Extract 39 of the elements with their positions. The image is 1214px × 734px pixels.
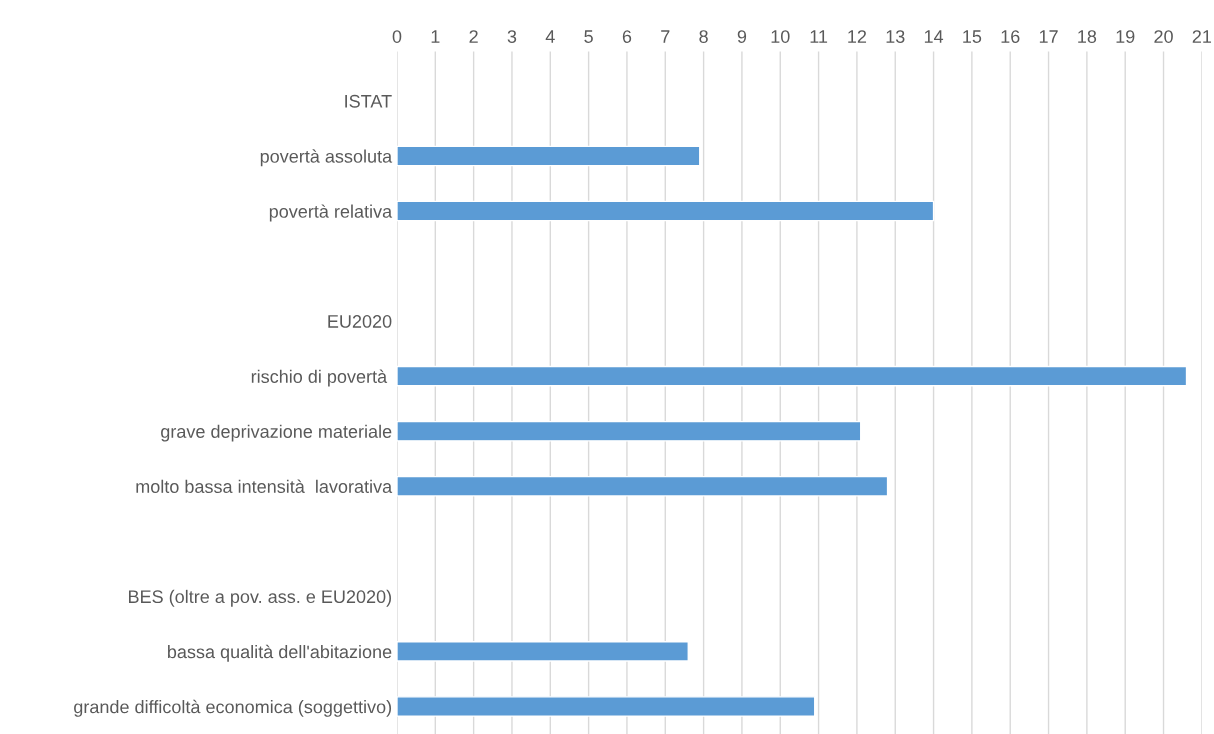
- x-tick-label: 14: [924, 30, 944, 43]
- x-tick-label: 0: [392, 30, 402, 43]
- y-tick-label: ISTAT: [345, 94, 392, 108]
- x-tick-label: 21: [1192, 30, 1212, 43]
- x-tick-label: 5: [584, 30, 593, 43]
- x-tick-label: 20: [1154, 30, 1173, 43]
- y-tick-label: povertà assoluta: [260, 149, 393, 167]
- y-tick-label: grave deprivazione materiale: [161, 424, 392, 442]
- bar: [396, 420, 862, 442]
- bar: [396, 145, 701, 167]
- x-tick-label: 16: [1001, 30, 1020, 43]
- y-tick-label: povertà relativa: [269, 204, 393, 222]
- bar: [396, 200, 935, 222]
- x-tick-label: 4: [545, 30, 555, 43]
- x-tick-label: 10: [771, 30, 790, 43]
- x-tick-label: 9: [737, 30, 747, 43]
- x-tick-label: 7: [661, 30, 670, 43]
- y-tick-label: grande difficoltà economica (soggettivo): [74, 699, 392, 717]
- x-tick-label: 18: [1078, 30, 1097, 43]
- x-tick-label: 19: [1116, 30, 1135, 43]
- x-tick-label: 15: [963, 30, 982, 43]
- x-tick-label: 17: [1039, 30, 1058, 43]
- x-tick-label: 8: [699, 30, 708, 43]
- bar: [396, 475, 889, 497]
- x-tick-label: 12: [848, 30, 867, 43]
- bar: [396, 365, 1188, 387]
- x-tick-label: 6: [622, 30, 632, 43]
- x-tick-label: 3: [507, 30, 517, 43]
- y-tick-label: BES (oltre a pov. ass. e EU2020): [128, 589, 392, 607]
- y-tick-label: molto bassa intensità lavorativa: [136, 479, 393, 493]
- x-tick-label: 2: [469, 30, 478, 43]
- y-tick-label: bassa qualità dell'abitazione: [168, 644, 392, 662]
- x-tick-label: 13: [886, 30, 905, 43]
- x-tick-label: 11: [810, 30, 828, 43]
- bar: [396, 641, 689, 662]
- bar: [396, 696, 816, 717]
- y-tick-label: rischio di povertà: [251, 369, 388, 387]
- y-tick-label: EU2020: [328, 315, 392, 328]
- x-tick-label: 1: [431, 30, 440, 43]
